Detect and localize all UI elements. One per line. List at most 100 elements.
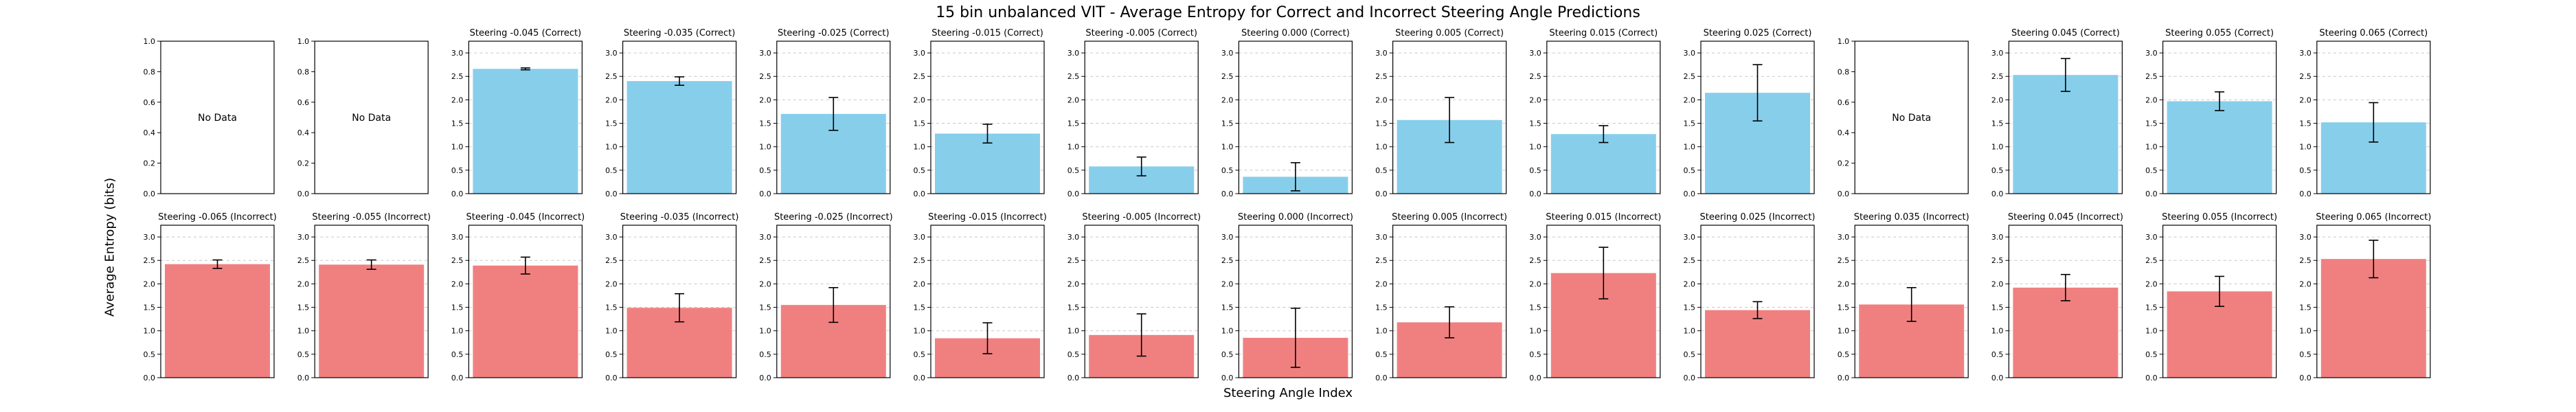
y-tick-label-incorrect-9-2: 1.0 (1529, 327, 1541, 336)
y-tick-label-incorrect-5-5: 2.5 (914, 256, 926, 265)
axes-frame-incorrect-7 (1238, 225, 1353, 378)
y-tick-label-correct-4-3: 1.5 (759, 119, 771, 128)
y-tick-label-correct-10-0: 0.0 (1684, 190, 1696, 198)
y-tick-label-correct-9-3: 1.5 (1529, 119, 1541, 128)
y-tick-label-incorrect-0-1: 0.5 (144, 350, 156, 359)
y-tick-label-incorrect-3-3: 1.5 (605, 304, 618, 312)
y-tick-label-incorrect-7-2: 1.0 (1221, 327, 1234, 336)
axes-frame-correct-12 (2008, 41, 2123, 194)
y-tick-label-incorrect-0-0: 0.0 (144, 374, 156, 382)
y-tick-label-incorrect-11-3: 1.5 (1838, 304, 1850, 312)
y-tick-label-correct-1-0: 0.0 (297, 190, 310, 198)
y-tick-label-incorrect-4-5: 2.5 (759, 256, 771, 265)
y-tick-label-incorrect-2-1: 0.5 (451, 350, 464, 359)
y-tick-label-incorrect-12-0: 0.0 (1991, 374, 2004, 382)
y-tick-label-correct-14-0: 0.0 (2299, 190, 2312, 198)
y-tick-label-correct-13-3: 1.5 (2145, 119, 2158, 128)
y-tick-label-incorrect-9-1: 0.5 (1529, 350, 1541, 359)
y-tick-label-correct-7-4: 2.0 (1221, 95, 1234, 104)
y-tick-label-incorrect-8-0: 0.0 (1375, 374, 1388, 382)
y-tick-label-correct-4-5: 2.5 (759, 72, 771, 81)
y-tick-label-correct-11-3: 0.6 (1838, 98, 1850, 107)
y-tick-label-correct-12-4: 2.0 (1991, 95, 2004, 104)
subplot-title-incorrect-5: Steering -0.015 (Incorrect) (928, 212, 1047, 222)
y-tick-label-correct-11-5: 1.0 (1838, 37, 1850, 46)
y-tick-label-incorrect-2-3: 1.5 (451, 304, 464, 312)
y-tick-label-correct-0-1: 0.2 (144, 159, 156, 168)
y-tick-label-incorrect-0-6: 3.0 (144, 233, 156, 242)
axes-frame-incorrect-3 (622, 225, 737, 378)
subplot-title-correct-8: Steering 0.005 (Correct) (1395, 28, 1504, 38)
y-tick-label-incorrect-3-6: 3.0 (605, 233, 618, 242)
y-tick-label-incorrect-12-1: 0.5 (1991, 350, 2004, 359)
y-tick-label-correct-2-1: 0.5 (451, 166, 464, 175)
subplot-title-correct-13: Steering 0.055 (Correct) (2165, 28, 2274, 38)
axes-frame-incorrect-8 (1392, 225, 1507, 378)
subplot-title-incorrect-6: Steering -0.005 (Incorrect) (1082, 212, 1201, 222)
subplot-title-correct-3: Steering -0.035 (Correct) (624, 28, 736, 38)
axes-frame-correct-7 (1238, 41, 1353, 194)
y-tick-label-incorrect-1-6: 3.0 (297, 233, 310, 242)
y-tick-label-correct-3-4: 2.0 (605, 95, 618, 104)
y-tick-label-incorrect-4-2: 1.0 (759, 327, 771, 336)
y-tick-label-incorrect-14-4: 2.0 (2299, 279, 2312, 288)
y-tick-label-incorrect-9-6: 3.0 (1529, 233, 1541, 242)
axes-frame-correct-5 (930, 41, 1045, 194)
subplot-title-incorrect-1: Steering -0.055 (Incorrect) (312, 212, 431, 222)
y-tick-label-incorrect-7-4: 2.0 (1221, 279, 1234, 288)
y-tick-label-correct-10-3: 1.5 (1684, 119, 1696, 128)
subplot-title-correct-10: Steering 0.025 (Correct) (1704, 28, 1812, 38)
y-tick-label-correct-0-5: 1.0 (144, 37, 156, 46)
y-tick-label-incorrect-3-2: 1.0 (605, 327, 618, 336)
y-tick-label-correct-13-0: 0.0 (2145, 190, 2158, 198)
axes-frame-correct-8 (1392, 41, 1507, 194)
y-tick-label-correct-7-0: 0.0 (1221, 190, 1234, 198)
y-tick-label-correct-8-4: 2.0 (1375, 95, 1388, 104)
subplot-title-correct-12: Steering 0.045 (Correct) (2011, 28, 2120, 38)
axes-frame-incorrect-10 (1700, 225, 1815, 378)
y-tick-label-correct-4-1: 0.5 (759, 166, 771, 175)
y-tick-label-incorrect-12-2: 1.0 (1991, 327, 2004, 336)
y-tick-label-incorrect-7-6: 3.0 (1221, 233, 1234, 242)
subplot-title-incorrect-7: Steering 0.000 (Incorrect) (1238, 212, 1353, 222)
y-tick-label-incorrect-2-0: 0.0 (451, 374, 464, 382)
y-tick-label-correct-11-2: 0.4 (1838, 128, 1850, 137)
subplot-title-incorrect-13: Steering 0.055 (Incorrect) (2162, 212, 2277, 222)
y-tick-label-correct-10-2: 1.0 (1684, 143, 1696, 152)
no-data-label-correct-0: No Data (198, 113, 237, 124)
y-tick-label-incorrect-11-0: 0.0 (1838, 374, 1850, 382)
y-tick-label-correct-0-2: 0.4 (144, 128, 156, 137)
y-tick-label-incorrect-13-3: 1.5 (2145, 304, 2158, 312)
axes-frame-incorrect-4 (776, 225, 891, 378)
axes-frame-incorrect-6 (1084, 225, 1199, 378)
y-tick-label-incorrect-7-5: 2.5 (1221, 256, 1234, 265)
subplot-title-incorrect-12: Steering 0.045 (Incorrect) (2008, 212, 2123, 222)
y-tick-label-correct-1-1: 0.2 (297, 159, 310, 168)
y-tick-label-incorrect-4-0: 0.0 (759, 374, 771, 382)
axes-frame-correct-0 (160, 41, 275, 194)
subplot-title-correct-6: Steering -0.005 (Correct) (1085, 28, 1197, 38)
y-tick-label-correct-6-6: 3.0 (1067, 49, 1080, 58)
y-tick-label-incorrect-10-5: 2.5 (1684, 256, 1696, 265)
y-tick-label-incorrect-6-1: 0.5 (1067, 350, 1080, 359)
y-tick-label-incorrect-12-3: 1.5 (1991, 304, 2004, 312)
y-tick-label-correct-2-2: 1.0 (451, 143, 464, 152)
axes-frame-correct-6 (1084, 41, 1199, 194)
no-data-label-correct-11: No Data (1892, 113, 1931, 124)
axes-frame-incorrect-1 (314, 225, 429, 378)
y-tick-label-incorrect-1-0: 0.0 (297, 374, 310, 382)
subplot-title-incorrect-11: Steering 0.035 (Incorrect) (1854, 212, 1969, 222)
no-data-label-correct-1: No Data (352, 113, 391, 124)
y-tick-label-correct-6-5: 2.5 (1067, 72, 1080, 81)
axes-frame-correct-2 (468, 41, 583, 194)
y-tick-label-incorrect-2-5: 2.5 (451, 256, 464, 265)
y-tick-label-incorrect-2-4: 2.0 (451, 279, 464, 288)
y-tick-label-incorrect-14-2: 1.0 (2299, 327, 2312, 336)
y-tick-label-incorrect-8-2: 1.0 (1375, 327, 1388, 336)
y-tick-label-correct-2-4: 2.0 (451, 95, 464, 104)
y-tick-label-incorrect-6-6: 3.0 (1067, 233, 1080, 242)
y-tick-label-correct-3-2: 1.0 (605, 143, 618, 152)
y-tick-label-correct-3-6: 3.0 (605, 49, 618, 58)
y-tick-label-correct-4-0: 0.0 (759, 190, 771, 198)
y-tick-label-correct-5-0: 0.0 (914, 190, 926, 198)
